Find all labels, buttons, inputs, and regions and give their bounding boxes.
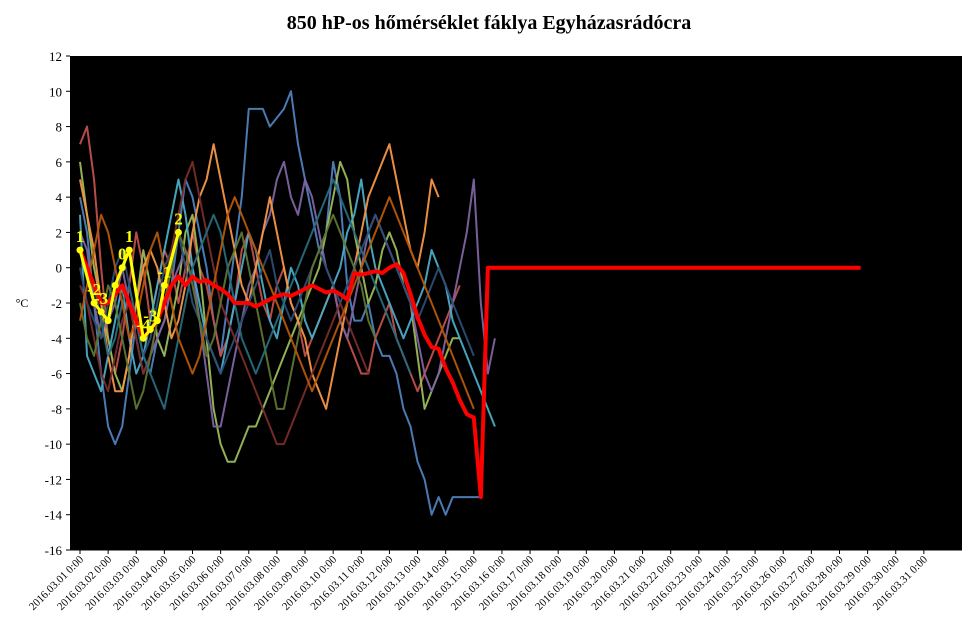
y-tick-label: -4 — [51, 331, 62, 346]
control-data-label: 0 — [118, 245, 127, 264]
y-tick-label: 4 — [56, 190, 63, 205]
control-point — [97, 308, 105, 316]
control-data-label: 1 — [76, 227, 85, 246]
control-point — [160, 281, 168, 289]
chart-title: 850 hP-os hőmérséklet fáklya Egyházasrád… — [286, 12, 692, 34]
y-tick-label: -2 — [51, 296, 62, 311]
y-tick-label: -12 — [45, 472, 62, 487]
y-tick-label: 12 — [49, 49, 62, 64]
control-point — [146, 325, 154, 333]
ensemble-series-line — [79, 160, 370, 446]
mean-series-line — [78, 249, 861, 500]
control-point — [118, 264, 126, 272]
control-point — [153, 317, 161, 325]
ensemble-series-line — [79, 196, 475, 410]
y-tick-label: -14 — [45, 508, 63, 523]
y-tick-label: -10 — [45, 437, 62, 452]
control-data-label: -3 — [94, 289, 108, 308]
y-axis-label: °C — [16, 296, 29, 310]
y-tick-label: 0 — [56, 261, 63, 276]
control-data-label: -2 — [87, 280, 101, 299]
y-tick-label: -8 — [51, 402, 62, 417]
control-point — [139, 334, 147, 342]
control-data-label: 1 — [125, 227, 134, 246]
y-tick-label: -16 — [45, 543, 63, 558]
control-point — [90, 299, 98, 307]
control-point — [111, 281, 119, 289]
control-point — [76, 246, 84, 254]
ensemble-series-line — [79, 143, 440, 410]
ensemble-series-line — [79, 160, 460, 463]
y-tick-label: 2 — [56, 225, 63, 240]
control-data-label: -1 — [157, 262, 171, 281]
control-data-label: 2 — [174, 209, 183, 228]
y-tick-label: 10 — [49, 84, 62, 99]
plot-area — [70, 56, 962, 550]
control-point — [125, 246, 133, 254]
control-point — [174, 228, 182, 236]
y-tick-label: 8 — [56, 120, 63, 135]
y-tick-label: -6 — [51, 367, 62, 382]
y-tick-label: 6 — [56, 155, 63, 170]
ensemble-series-line — [79, 213, 475, 375]
control-point — [104, 317, 112, 325]
